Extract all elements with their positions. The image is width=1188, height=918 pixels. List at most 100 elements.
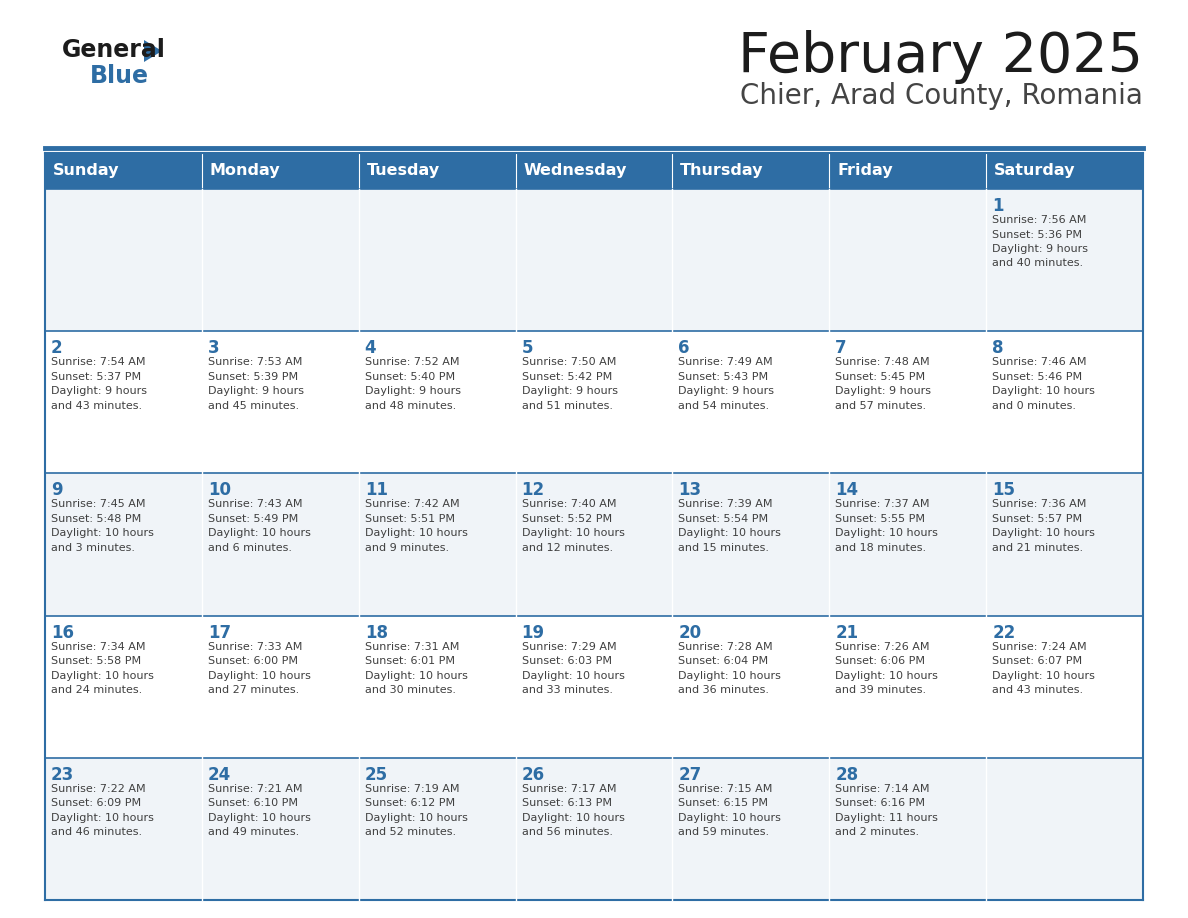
Text: Daylight: 10 hours: Daylight: 10 hours: [365, 529, 468, 538]
Text: Sunset: 6:12 PM: Sunset: 6:12 PM: [365, 799, 455, 809]
Text: Sunset: 5:54 PM: Sunset: 5:54 PM: [678, 514, 769, 524]
Text: and 39 minutes.: and 39 minutes.: [835, 685, 927, 695]
Text: Sunset: 5:57 PM: Sunset: 5:57 PM: [992, 514, 1082, 524]
Text: 26: 26: [522, 766, 544, 784]
Text: 16: 16: [51, 623, 74, 642]
Text: Sunrise: 7:36 AM: Sunrise: 7:36 AM: [992, 499, 1087, 509]
Text: Tuesday: Tuesday: [367, 163, 440, 178]
Text: 9: 9: [51, 481, 63, 499]
Text: Sunrise: 7:22 AM: Sunrise: 7:22 AM: [51, 784, 146, 794]
Text: Sunrise: 7:33 AM: Sunrise: 7:33 AM: [208, 642, 302, 652]
Bar: [829, 153, 986, 189]
Text: Sunset: 5:40 PM: Sunset: 5:40 PM: [365, 372, 455, 382]
Text: Sunrise: 7:24 AM: Sunrise: 7:24 AM: [992, 642, 1087, 652]
Bar: [516, 153, 672, 189]
Text: 19: 19: [522, 623, 544, 642]
Text: Daylight: 10 hours: Daylight: 10 hours: [208, 529, 311, 538]
Text: 7: 7: [835, 339, 847, 357]
Text: Sunset: 6:06 PM: Sunset: 6:06 PM: [835, 656, 925, 666]
Bar: [202, 153, 359, 189]
Text: and 51 minutes.: and 51 minutes.: [522, 400, 613, 410]
Text: and 2 minutes.: and 2 minutes.: [835, 827, 920, 837]
Bar: [45, 153, 202, 189]
Text: Sunset: 6:00 PM: Sunset: 6:00 PM: [208, 656, 298, 666]
Text: Daylight: 10 hours: Daylight: 10 hours: [992, 529, 1095, 538]
Text: Sunset: 5:39 PM: Sunset: 5:39 PM: [208, 372, 298, 382]
Text: 17: 17: [208, 623, 230, 642]
Text: Sunset: 6:15 PM: Sunset: 6:15 PM: [678, 799, 769, 809]
Bar: [672, 153, 829, 189]
Text: Daylight: 10 hours: Daylight: 10 hours: [992, 671, 1095, 680]
Text: Daylight: 10 hours: Daylight: 10 hours: [208, 812, 311, 823]
Text: Blue: Blue: [90, 64, 148, 88]
Text: Daylight: 10 hours: Daylight: 10 hours: [678, 812, 782, 823]
Text: 22: 22: [992, 623, 1016, 642]
Text: Sunrise: 7:40 AM: Sunrise: 7:40 AM: [522, 499, 617, 509]
Text: Sunday: Sunday: [52, 163, 119, 178]
Text: Sunset: 5:37 PM: Sunset: 5:37 PM: [51, 372, 141, 382]
Text: Daylight: 10 hours: Daylight: 10 hours: [835, 529, 939, 538]
Text: and 40 minutes.: and 40 minutes.: [992, 259, 1083, 268]
Text: Daylight: 10 hours: Daylight: 10 hours: [365, 671, 468, 680]
Text: and 43 minutes.: and 43 minutes.: [51, 400, 143, 410]
Text: and 21 minutes.: and 21 minutes.: [992, 543, 1083, 553]
Text: and 52 minutes.: and 52 minutes.: [365, 827, 456, 837]
Text: and 54 minutes.: and 54 minutes.: [678, 400, 770, 410]
Text: Sunset: 5:42 PM: Sunset: 5:42 PM: [522, 372, 612, 382]
Bar: [45, 616, 1143, 757]
Text: Sunrise: 7:14 AM: Sunrise: 7:14 AM: [835, 784, 930, 794]
Text: and 0 minutes.: and 0 minutes.: [992, 400, 1076, 410]
Text: Sunrise: 7:26 AM: Sunrise: 7:26 AM: [835, 642, 930, 652]
Text: 4: 4: [365, 339, 377, 357]
Text: Sunset: 5:46 PM: Sunset: 5:46 PM: [992, 372, 1082, 382]
Text: Daylight: 10 hours: Daylight: 10 hours: [522, 812, 625, 823]
Text: 14: 14: [835, 481, 859, 499]
Text: 18: 18: [365, 623, 387, 642]
Text: Sunset: 5:51 PM: Sunset: 5:51 PM: [365, 514, 455, 524]
Text: and 59 minutes.: and 59 minutes.: [678, 827, 770, 837]
Text: Daylight: 9 hours: Daylight: 9 hours: [365, 386, 461, 397]
Bar: [45, 189, 1143, 331]
Text: Daylight: 10 hours: Daylight: 10 hours: [365, 812, 468, 823]
Text: and 48 minutes.: and 48 minutes.: [365, 400, 456, 410]
Text: Sunrise: 7:56 AM: Sunrise: 7:56 AM: [992, 215, 1087, 225]
Text: and 57 minutes.: and 57 minutes.: [835, 400, 927, 410]
Text: Sunset: 5:45 PM: Sunset: 5:45 PM: [835, 372, 925, 382]
Text: Sunrise: 7:50 AM: Sunrise: 7:50 AM: [522, 357, 615, 367]
Text: Sunset: 6:10 PM: Sunset: 6:10 PM: [208, 799, 298, 809]
Text: 1: 1: [992, 197, 1004, 215]
Text: Sunrise: 7:29 AM: Sunrise: 7:29 AM: [522, 642, 617, 652]
Text: Sunrise: 7:54 AM: Sunrise: 7:54 AM: [51, 357, 145, 367]
Text: 11: 11: [365, 481, 387, 499]
Text: Sunrise: 7:39 AM: Sunrise: 7:39 AM: [678, 499, 773, 509]
Text: Sunset: 5:36 PM: Sunset: 5:36 PM: [992, 230, 1082, 240]
Text: Sunrise: 7:21 AM: Sunrise: 7:21 AM: [208, 784, 303, 794]
Text: Sunset: 5:58 PM: Sunset: 5:58 PM: [51, 656, 141, 666]
Text: Daylight: 10 hours: Daylight: 10 hours: [678, 671, 782, 680]
Text: Sunset: 6:13 PM: Sunset: 6:13 PM: [522, 799, 612, 809]
Text: Daylight: 9 hours: Daylight: 9 hours: [835, 386, 931, 397]
Text: Sunrise: 7:48 AM: Sunrise: 7:48 AM: [835, 357, 930, 367]
Text: Sunset: 5:48 PM: Sunset: 5:48 PM: [51, 514, 141, 524]
Text: 15: 15: [992, 481, 1015, 499]
Text: and 24 minutes.: and 24 minutes.: [51, 685, 143, 695]
Text: Sunrise: 7:52 AM: Sunrise: 7:52 AM: [365, 357, 460, 367]
Bar: [45, 757, 1143, 900]
Text: 27: 27: [678, 766, 702, 784]
Text: Sunrise: 7:15 AM: Sunrise: 7:15 AM: [678, 784, 773, 794]
Text: 2: 2: [51, 339, 63, 357]
Text: Sunset: 6:09 PM: Sunset: 6:09 PM: [51, 799, 141, 809]
Text: and 3 minutes.: and 3 minutes.: [51, 543, 135, 553]
Text: and 56 minutes.: and 56 minutes.: [522, 827, 613, 837]
Text: and 43 minutes.: and 43 minutes.: [992, 685, 1083, 695]
Text: Sunset: 6:07 PM: Sunset: 6:07 PM: [992, 656, 1082, 666]
Text: Sunrise: 7:31 AM: Sunrise: 7:31 AM: [365, 642, 459, 652]
Text: 20: 20: [678, 623, 702, 642]
Text: Daylight: 9 hours: Daylight: 9 hours: [992, 244, 1088, 254]
Text: Daylight: 9 hours: Daylight: 9 hours: [51, 386, 147, 397]
Polygon shape: [144, 40, 162, 62]
Text: Daylight: 10 hours: Daylight: 10 hours: [51, 812, 154, 823]
Text: Sunset: 6:03 PM: Sunset: 6:03 PM: [522, 656, 612, 666]
Text: and 9 minutes.: and 9 minutes.: [365, 543, 449, 553]
Text: Sunrise: 7:42 AM: Sunrise: 7:42 AM: [365, 499, 460, 509]
